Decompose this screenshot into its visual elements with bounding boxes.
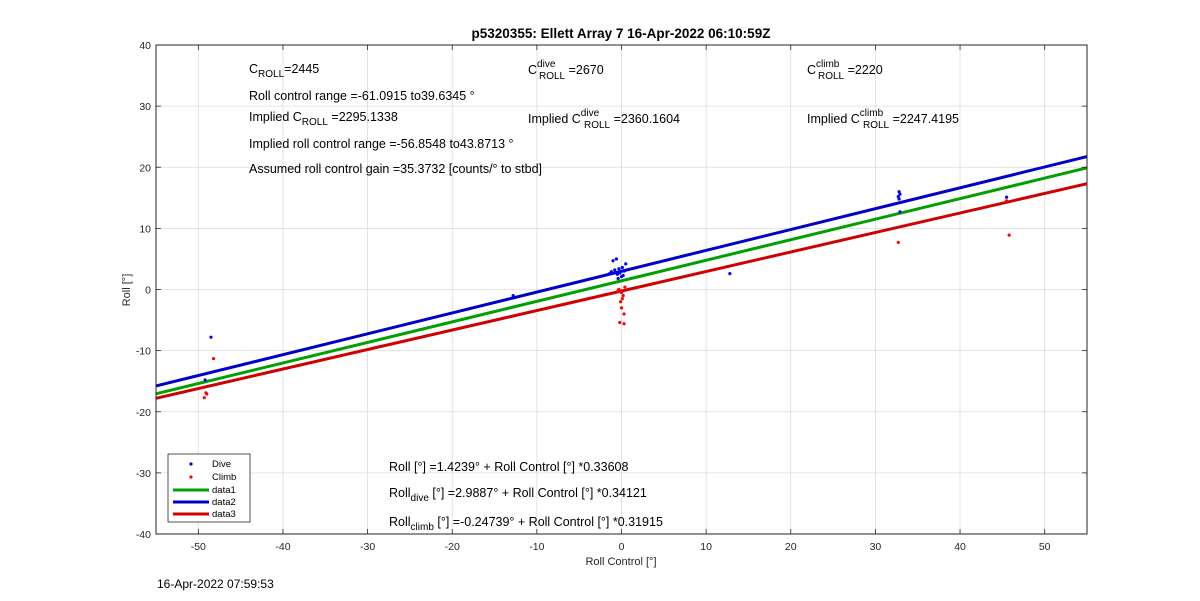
annotation-implied-c-climb: Implied Cclimb ROLL =2247.4195 (807, 108, 959, 131)
legend-box (167, 453, 251, 523)
point-dive (618, 271, 622, 275)
point-climb (621, 294, 625, 298)
point-dive (614, 257, 619, 261)
annotation-implied-c-dive: Implied Cdive ROLL =2360.1604 (528, 108, 680, 131)
point-dive (621, 273, 625, 278)
point-dive (616, 276, 620, 281)
point-climb (623, 285, 627, 289)
point-dive (728, 272, 732, 276)
x-tick-label: 20 (785, 541, 797, 553)
annotation-c-dive: Cdive ROLL =2670 (528, 59, 604, 82)
y-tick-label: -30 (136, 468, 151, 480)
point-climb (1007, 233, 1011, 237)
point-climb (619, 300, 623, 304)
legend-label-data1: data1 (212, 485, 236, 496)
point-climb (202, 396, 206, 400)
point-dive (203, 378, 207, 382)
point-climb (618, 320, 622, 325)
point-dive (511, 294, 515, 298)
point-dive (608, 272, 612, 276)
point-dive (1004, 195, 1009, 199)
annotation-implied-c-roll: Implied CROLL =2295.1338 (249, 110, 398, 128)
y-tick-label: 10 (139, 223, 151, 235)
legend: Dive Climb data1 data2 data3 (167, 453, 251, 523)
point-dive (620, 265, 624, 270)
legend-marker-climb (189, 475, 193, 479)
point-dive (615, 272, 619, 276)
y-tick-label: 30 (139, 101, 151, 113)
legend-label-data3: data3 (212, 509, 236, 520)
y-tick-label: 20 (139, 162, 151, 174)
y-tick-label: -10 (136, 346, 151, 358)
point-dive (898, 210, 902, 214)
x-tick-label: 30 (870, 541, 882, 553)
data-points (202, 190, 1011, 400)
annotation-c-climb: Cclimb ROLL =2220 (807, 59, 883, 82)
legend-label-climb: Climb (212, 472, 236, 483)
y-tick-label: -20 (136, 407, 151, 419)
point-dive (897, 190, 901, 194)
point-climb (204, 391, 208, 395)
point-climb (619, 306, 624, 310)
x-tick-label: -50 (191, 541, 206, 553)
x-tick-label: 0 (619, 541, 625, 553)
point-dive (611, 259, 615, 263)
point-dive (898, 192, 902, 196)
point-climb (619, 290, 624, 295)
point-climb (620, 297, 624, 301)
point-dive (624, 262, 628, 266)
x-tick-label: -10 (529, 541, 544, 553)
x-tick-label: 10 (700, 541, 712, 553)
fit-line-data2 (155, 155, 1088, 388)
y-tick-label: 40 (139, 40, 151, 52)
equation-dive: Rolldive [°] =2.9887° + Roll Control [°]… (389, 486, 647, 504)
point-dive (617, 267, 621, 271)
point-climb (211, 356, 216, 361)
legend-marker-dive (189, 462, 193, 466)
legend-label-data2: data2 (212, 497, 236, 508)
point-climb (1004, 199, 1009, 203)
x-tick-label: -40 (275, 541, 290, 553)
point-dive (897, 197, 901, 201)
point-dive (209, 335, 213, 339)
x-tick-label: -20 (445, 541, 460, 553)
point-climb (622, 312, 626, 316)
annotation-roll-range: Roll control range =-61.0915 to39.6345 ° (249, 89, 475, 103)
point-climb (616, 289, 620, 293)
legend-label-dive: Dive (212, 459, 231, 470)
point-dive (622, 269, 626, 273)
equation-climb: Rollclimb [°] =-0.24739° + Roll Control … (389, 515, 663, 533)
y-axis-label: Roll [°] (121, 274, 133, 307)
point-dive (896, 194, 900, 199)
annotation-implied-range: Implied roll control range =-56.8548 to4… (249, 137, 514, 151)
x-tick-label: -30 (360, 541, 375, 553)
point-climb (896, 240, 900, 245)
x-tick-label: 50 (1039, 541, 1051, 553)
y-tick-label: -40 (136, 529, 151, 541)
axis-ticks: -50 -40 -30 -20 -10 0 10 20 30 40 50 -40 -30 -20 -10 0 1… (136, 40, 1087, 553)
x-axis-label: Roll Control [°] (585, 556, 656, 568)
annotation-c-roll: CROLL=2445 (249, 62, 319, 80)
y-tick-label: 0 (145, 285, 151, 297)
point-dive (613, 268, 617, 272)
point-climb (622, 322, 626, 326)
footer-timestamp: 16-Apr-2022 07:59:53 (157, 577, 274, 591)
annotation-gain: Assumed roll control gain =35.3732 [coun… (249, 162, 542, 176)
x-tick-label: 40 (954, 541, 966, 553)
equation-all: Roll [°] =1.4239° + Roll Control [°] *0.… (389, 460, 628, 474)
chart-title: p5320355: Ellett Array 7 16-Apr-2022 06:… (472, 26, 771, 41)
fit-line-data1 (155, 166, 1088, 396)
